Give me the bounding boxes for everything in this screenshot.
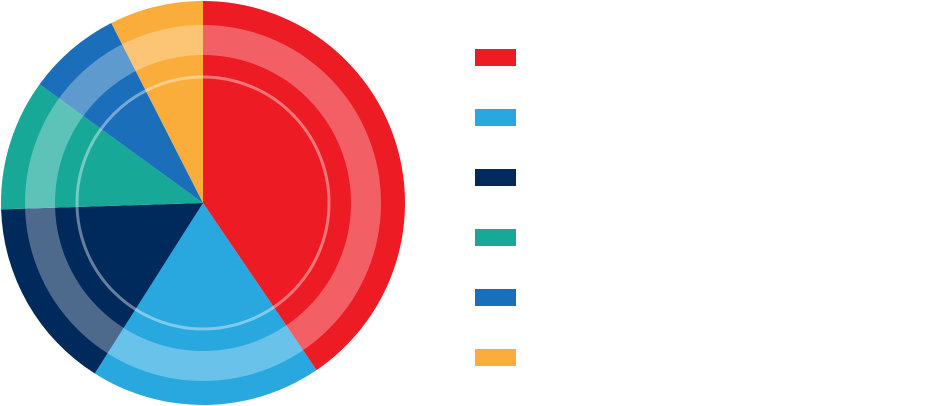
pie-slice-4 — [1, 84, 204, 210]
legend-swatch-6 — [475, 348, 516, 366]
pie-slice-5 — [39, 23, 203, 203]
pie-slice-1 — [203, 1, 405, 371]
legend-item-4 — [475, 228, 895, 246]
pie-chart — [1, 1, 405, 405]
legend-swatch-5 — [475, 288, 516, 306]
decorative-ring-outer — [25, 25, 381, 381]
legend-swatch-2 — [475, 108, 516, 126]
pie-slice-3 — [1, 203, 203, 374]
legend-swatch-1 — [475, 48, 516, 66]
decorative-ring-inner — [75, 75, 331, 331]
legend-item-1 — [475, 48, 895, 66]
legend-item-3 — [475, 168, 895, 186]
legend-swatch-4 — [475, 228, 516, 246]
pie-slice-2 — [94, 203, 317, 405]
legend-swatch-3 — [475, 168, 516, 186]
legend-item-2 — [475, 108, 895, 126]
chart-legend — [475, 48, 895, 406]
legend-item-6 — [475, 348, 895, 366]
legend-item-5 — [475, 288, 895, 306]
pie-slice-6 — [111, 1, 203, 203]
